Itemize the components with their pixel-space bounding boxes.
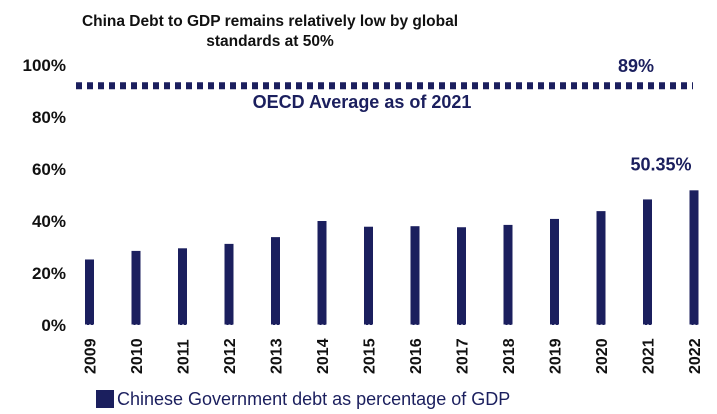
x-tick-label: 2009	[83, 338, 100, 374]
x-tick-label: 2011	[176, 339, 193, 374]
data-label: 50.35%	[630, 154, 691, 174]
bar	[271, 237, 280, 325]
bar	[503, 224, 513, 325]
bar	[689, 190, 699, 325]
bar	[457, 227, 466, 325]
y-tick-label: 60%	[32, 160, 66, 179]
legend-label: Chinese Government debt as percentage of…	[117, 388, 511, 409]
x-tick-label: 2010	[129, 338, 146, 374]
bar	[178, 248, 187, 325]
bar	[317, 221, 327, 325]
bar	[596, 211, 606, 325]
x-tick-label: 2012	[222, 338, 239, 374]
reference-line-label: OECD Average as of 2021	[253, 92, 472, 112]
legend-swatch	[96, 390, 114, 408]
bar	[550, 218, 559, 325]
chart-title: China Debt to GDP remains relatively low…	[81, 13, 459, 50]
x-tick-label: 2016	[408, 338, 425, 374]
bar	[85, 259, 94, 325]
x-tick-label: 2020	[594, 338, 611, 374]
y-tick-label: 100%	[23, 56, 66, 75]
x-tick-label: 2022	[687, 338, 704, 374]
x-tick-label: 2021	[641, 338, 658, 374]
reference-value-label: 89%	[618, 56, 654, 76]
x-tick-label: 2014	[315, 338, 332, 374]
bar	[643, 199, 652, 325]
y-tick-label: 20%	[32, 264, 66, 283]
y-tick-label: 40%	[32, 212, 66, 231]
x-tick-label: 2018	[501, 338, 518, 374]
bar	[131, 250, 141, 325]
x-tick-label: 2015	[362, 338, 379, 374]
bar	[224, 243, 234, 325]
y-tick-label: 80%	[32, 108, 66, 127]
bar	[410, 226, 420, 325]
legend: Chinese Government debt as percentage of…	[96, 388, 510, 410]
x-tick-label: 2017	[455, 338, 472, 374]
x-tick-label: 2019	[548, 338, 565, 374]
x-tick-label: 2013	[269, 338, 286, 374]
bar	[364, 226, 373, 325]
y-tick-label: 0%	[41, 316, 66, 335]
